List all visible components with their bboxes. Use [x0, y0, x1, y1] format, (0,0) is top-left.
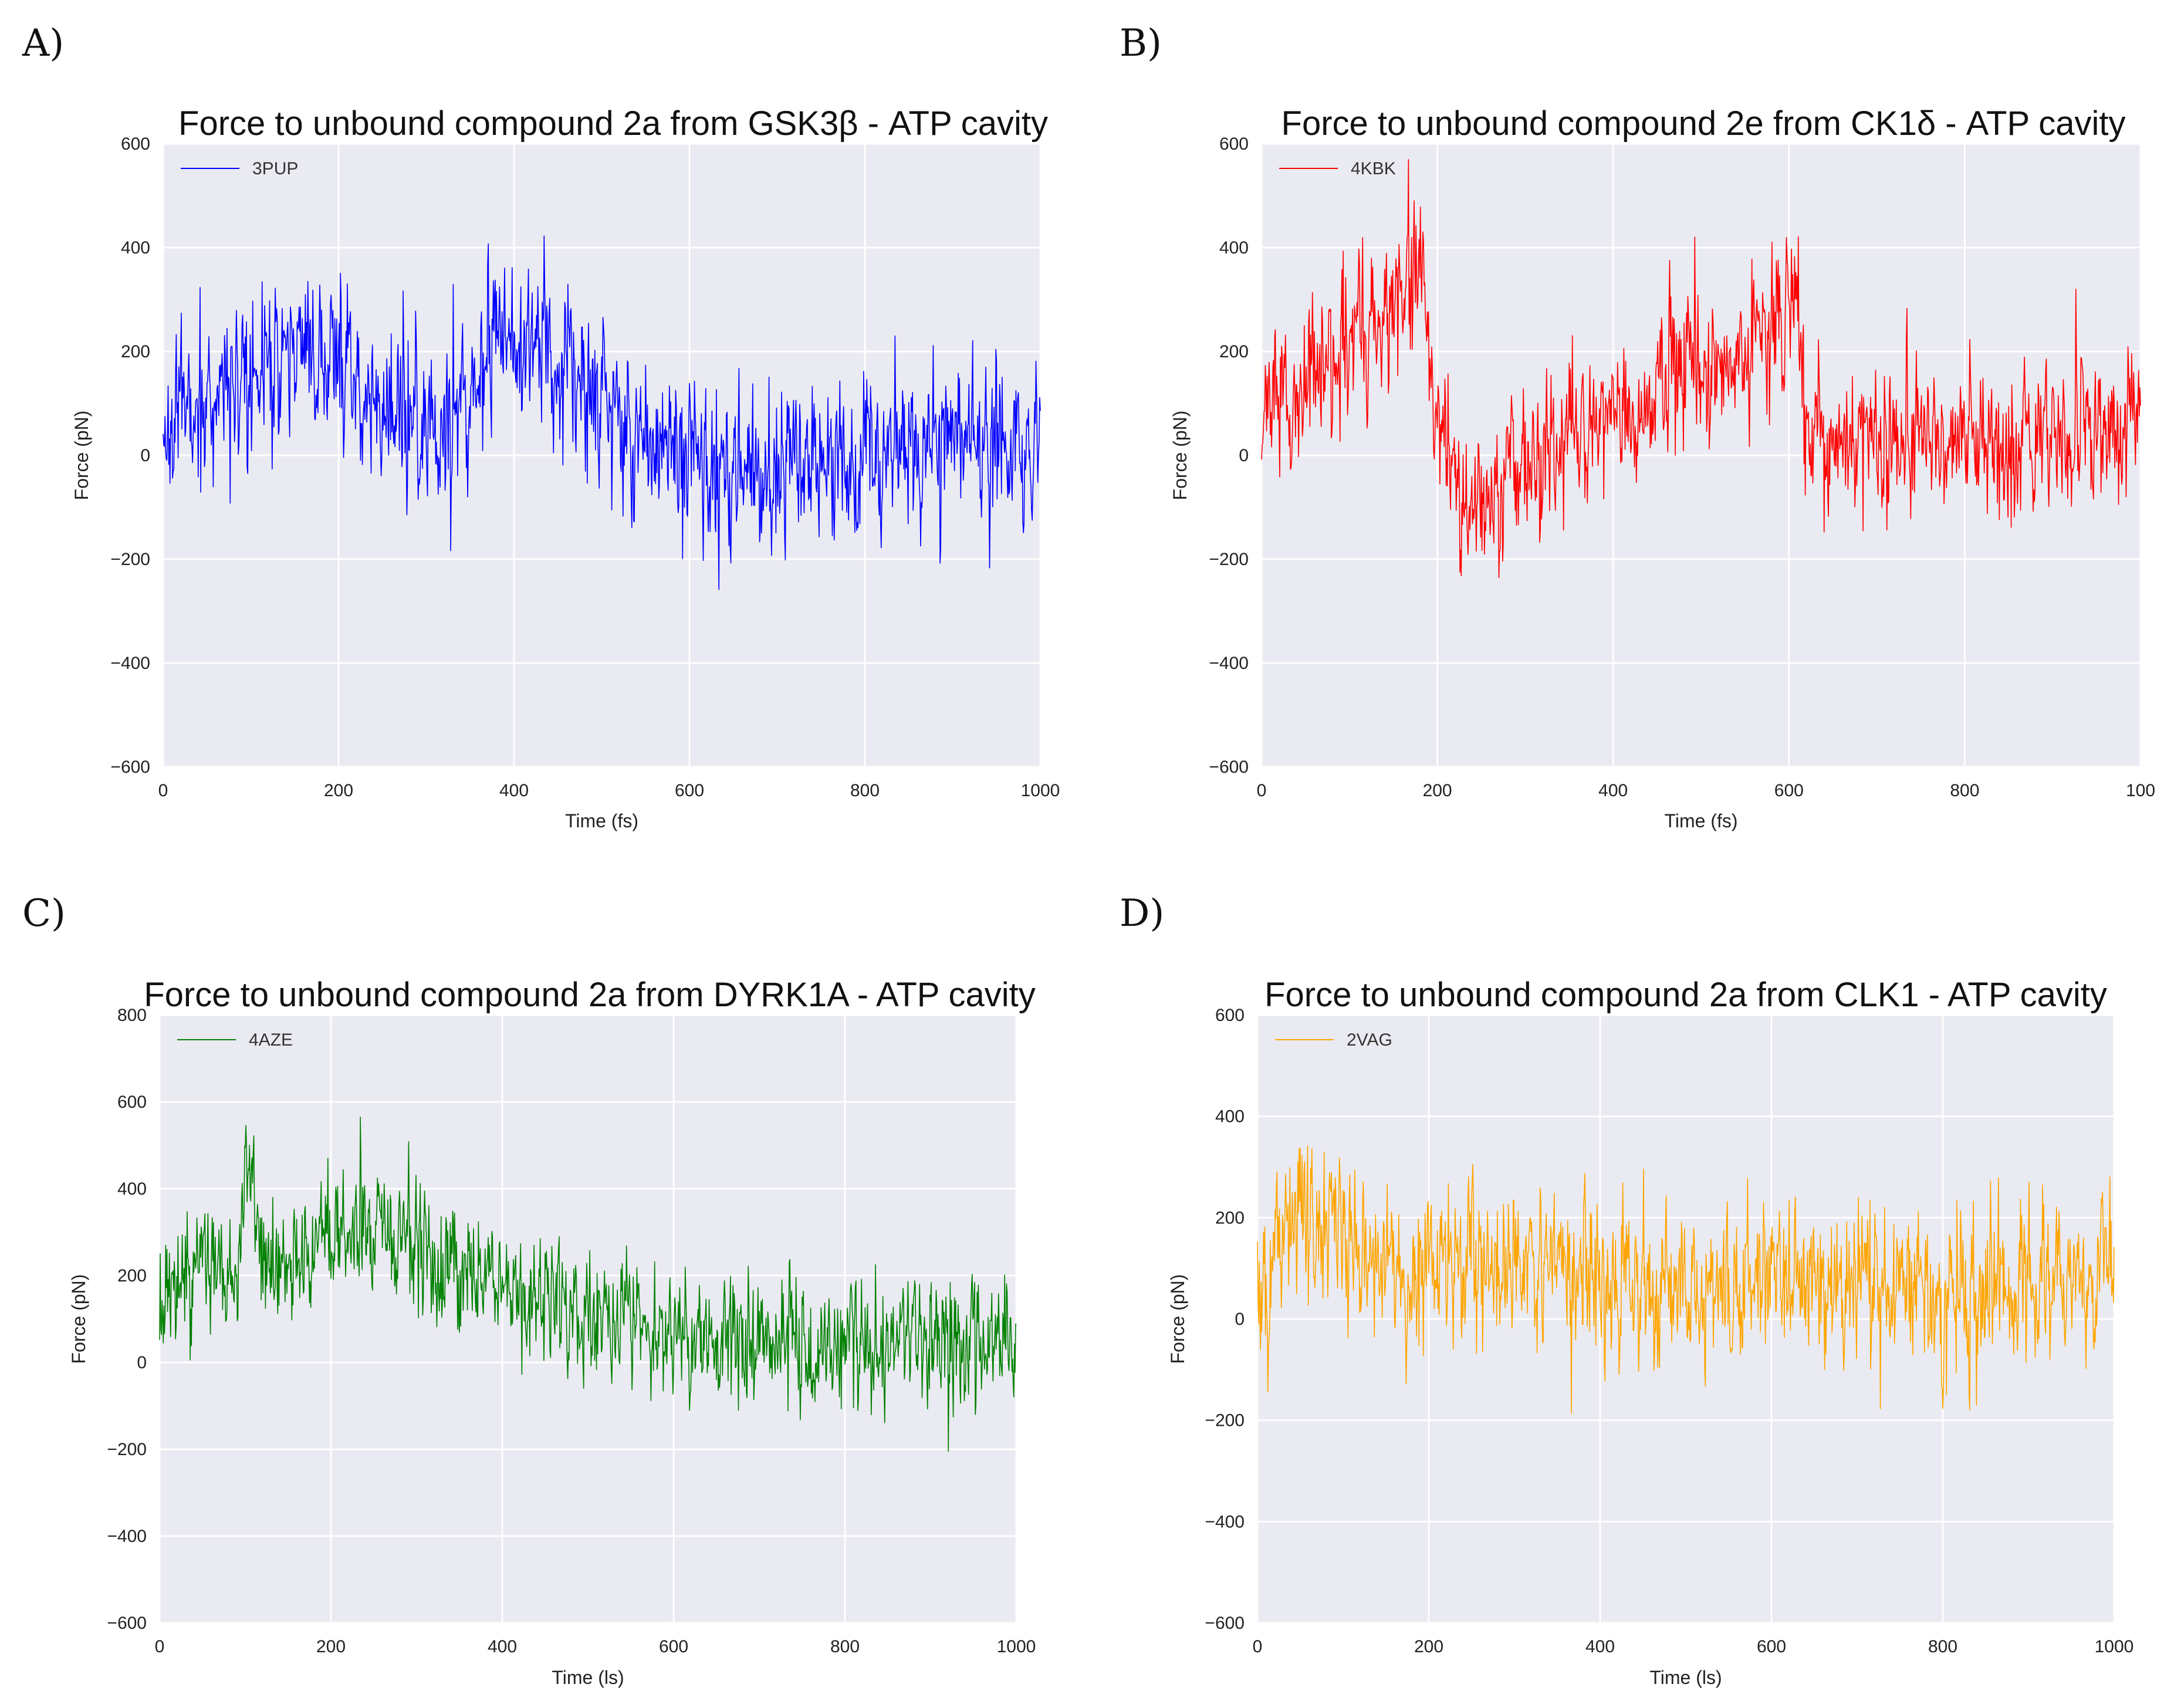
y-axis-label: Force (pN)	[1167, 1274, 1188, 1364]
y-tick-label: 200	[121, 342, 150, 361]
panel-letter: D)	[1120, 892, 1164, 935]
y-tick-label: 400	[1219, 238, 1249, 258]
x-axis-label: Time (ls)	[552, 1667, 624, 1688]
y-tick-label: 200	[1219, 342, 1249, 361]
chart-panel-0: A) 3PUP 0 200 400 600 800 1000 −600 −400 −200 0 200 4…	[22, 22, 1060, 831]
legend-label: 4KBK	[1351, 159, 1396, 178]
x-tick-label: 600	[1774, 781, 1804, 800]
x-tick-label: 600	[1757, 1637, 1786, 1656]
y-tick-label: −400	[110, 654, 150, 673]
panel-letter: B)	[1120, 22, 1162, 65]
y-axis-label: Force (pN)	[68, 1274, 89, 1364]
x-tick-label: 0	[158, 781, 168, 800]
y-axis-label: Force (pN)	[71, 411, 92, 500]
chart-panel-3: D) 2VAG 0 200 400 600 800 1000 −600 −400 −200 0 200 4…	[1120, 892, 2133, 1688]
x-tick-label: 100	[2126, 781, 2155, 800]
x-tick-label: 200	[324, 781, 353, 800]
x-tick-label: 1000	[997, 1637, 1036, 1656]
y-tick-label: 400	[1215, 1107, 1245, 1127]
y-tick-label: 600	[1215, 1006, 1245, 1025]
x-tick-label: 200	[1414, 1637, 1443, 1656]
y-tick-label: −600	[1209, 757, 1249, 777]
x-tick-label: 0	[155, 1637, 165, 1656]
x-tick-label: 400	[499, 781, 529, 800]
x-tick-label: 200	[316, 1637, 346, 1656]
y-tick-label: 600	[117, 1093, 147, 1112]
x-tick-label: 200	[1423, 781, 1452, 800]
y-tick-label: −400	[107, 1527, 147, 1546]
legend-label: 2VAG	[1347, 1030, 1392, 1050]
y-tick-label: −400	[1205, 1512, 1245, 1531]
chart-title: Force to unbound compound 2a from DYRK1A…	[144, 976, 1036, 1014]
y-tick-label: −200	[1205, 1411, 1245, 1430]
series-line-4KBK	[1261, 159, 2141, 579]
y-tick-label: −200	[107, 1440, 147, 1459]
series-line-3PUP	[163, 235, 1041, 590]
x-tick-label: 0	[1257, 781, 1267, 800]
y-tick-label: 600	[1219, 134, 1249, 154]
x-axis-label: Time (fs)	[1664, 810, 1737, 831]
series-line-4AZE	[159, 1117, 1017, 1452]
chart-panel-1: B) 4KBK 0 200 400 600 800 100 −600 −400 −200 0 200 40…	[1120, 22, 2155, 831]
y-tick-label: −400	[1209, 654, 1249, 673]
y-tick-label: 0	[137, 1353, 147, 1372]
x-tick-label: 800	[1928, 1637, 1957, 1656]
y-tick-label: −600	[107, 1614, 147, 1633]
y-tick-label: −200	[1209, 550, 1249, 569]
panel-letter: C)	[22, 892, 66, 935]
chart-title: Force to unbound compound 2a from GSK3β …	[178, 104, 1048, 143]
x-tick-label: 600	[675, 781, 704, 800]
x-tick-label: 400	[488, 1637, 517, 1656]
y-tick-label: 0	[140, 446, 150, 465]
x-tick-label: 800	[850, 781, 880, 800]
y-tick-label: 800	[117, 1006, 147, 1025]
y-tick-label: 200	[117, 1266, 147, 1286]
y-tick-label: 400	[121, 238, 150, 258]
series-line-2VAG	[1257, 1145, 2115, 1414]
x-tick-label: 0	[1253, 1637, 1263, 1656]
y-tick-label: 600	[121, 134, 150, 154]
chart-title: Force to unbound compound 2a from CLK1 -…	[1264, 976, 2107, 1014]
x-tick-label: 1000	[2095, 1637, 2134, 1656]
x-tick-label: 800	[1950, 781, 1979, 800]
y-tick-label: 200	[1215, 1208, 1245, 1227]
legend-label: 3PUP	[252, 159, 298, 178]
y-tick-label: −600	[110, 757, 150, 777]
x-tick-label: 1000	[1021, 781, 1060, 800]
y-tick-label: −200	[110, 550, 150, 569]
y-tick-label: 0	[1239, 446, 1249, 465]
x-tick-label: 400	[1598, 781, 1628, 800]
y-tick-label: 400	[117, 1179, 147, 1199]
y-tick-label: −600	[1205, 1614, 1245, 1633]
x-tick-label: 800	[830, 1637, 860, 1656]
x-tick-label: 600	[659, 1637, 688, 1656]
y-axis-label: Force (pN)	[1169, 411, 1191, 500]
x-axis-label: Time (ls)	[1649, 1667, 1722, 1688]
panel-letter: A)	[22, 22, 64, 65]
x-tick-label: 400	[1585, 1637, 1615, 1656]
legend-label: 4AZE	[249, 1030, 293, 1050]
x-axis-label: Time (fs)	[565, 810, 638, 831]
y-tick-label: 0	[1235, 1310, 1245, 1329]
chart-panel-2: C) 4AZE 0 200 400 600 800 1000 −600 −400 −200 0 200 4…	[22, 892, 1036, 1688]
chart-title: Force to unbound compound 2e from CK1δ -…	[1282, 104, 2126, 143]
